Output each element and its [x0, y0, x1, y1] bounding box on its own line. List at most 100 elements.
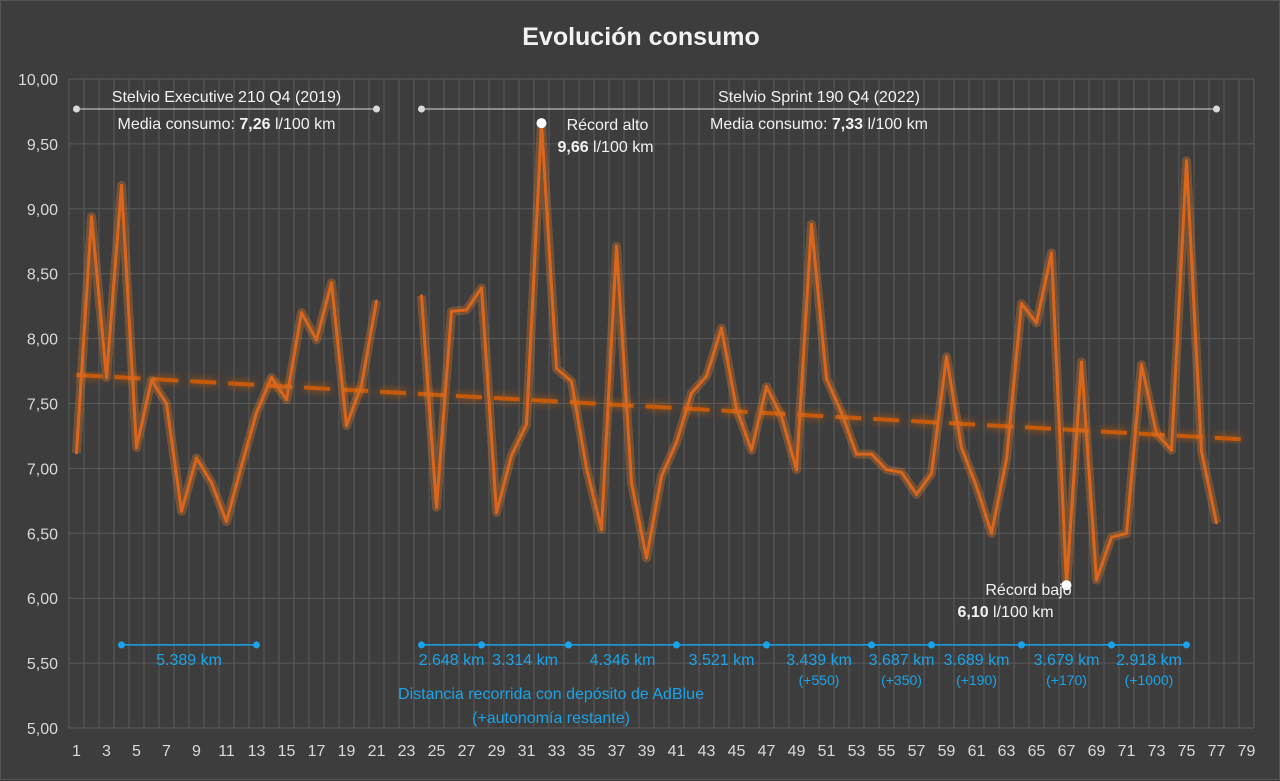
adblue-remaining: (+350) [881, 672, 922, 688]
adblue-caption-sub: (+autonomía restante) [472, 710, 630, 727]
x-tick-label: 27 [458, 743, 476, 760]
x-tick-label: 61 [968, 743, 986, 760]
adblue-marker [673, 641, 680, 649]
x-tick-label: 41 [668, 743, 686, 760]
adblue-distance: 2.918 km [1116, 652, 1182, 669]
data-point [960, 446, 963, 450]
trendline-layer [76, 372, 1253, 442]
data-point [1140, 363, 1143, 367]
x-tick-label: 33 [548, 743, 566, 760]
record-low-marker [1061, 580, 1072, 591]
data-point [360, 383, 363, 387]
average-consumption: Media consumo: 7,33 l/100 km [710, 116, 928, 133]
data-point [705, 374, 708, 378]
data-point [165, 402, 168, 405]
data-point [720, 326, 723, 330]
grid [68, 78, 1255, 729]
data-point [1020, 302, 1023, 306]
data-point [855, 452, 858, 456]
adblue-marker [928, 641, 935, 649]
adblue-distance: 4.346 km [590, 652, 656, 669]
car-label: Stelvio Executive 210 Q4 (2019) [112, 89, 341, 106]
record-high-value: 9,66 l/100 km [557, 139, 653, 156]
x-tick-label: 51 [818, 743, 836, 760]
x-tick-label: 15 [278, 743, 296, 760]
record-high-label: Récord alto [567, 117, 649, 134]
x-tick-label: 21 [368, 743, 386, 760]
x-tick-label: 49 [788, 743, 806, 760]
data-point [240, 464, 243, 468]
x-tick-label: 31 [518, 743, 536, 760]
period-end-marker [1213, 105, 1220, 113]
adblue-distance: 3.521 km [689, 652, 755, 669]
data-point [525, 422, 528, 426]
data-point [1035, 321, 1038, 325]
data-point [1125, 531, 1128, 535]
data-point [480, 286, 483, 290]
adblue-distance: 3.687 km [869, 652, 935, 669]
x-tick-label: 73 [1148, 743, 1166, 760]
y-tick-label: 7,50 [27, 397, 58, 414]
data-point [420, 294, 423, 298]
data-point [630, 481, 633, 485]
data-point [1185, 159, 1188, 163]
annotations-layer: Stelvio Executive 210 Q4 (2019) Media con… [73, 89, 1220, 621]
adblue-distance: 3.439 km [786, 652, 852, 669]
adblue-distance: 3.689 km [944, 652, 1010, 669]
adblue-remaining: (+1000) [1125, 672, 1174, 688]
adblue-marker [253, 641, 260, 649]
data-point [510, 453, 513, 457]
x-tick-label: 25 [428, 743, 446, 760]
data-point [150, 378, 153, 382]
adblue-marker [868, 641, 875, 649]
x-tick-label: 65 [1028, 743, 1046, 760]
x-tick-label: 45 [728, 743, 746, 760]
y-tick-label: 6,50 [27, 526, 58, 543]
x-tick-label: 67 [1058, 743, 1076, 760]
data-point [375, 299, 378, 303]
data-point [285, 398, 288, 402]
y-tick-label: 9,00 [27, 202, 58, 219]
data-point [225, 520, 228, 524]
data-point [780, 414, 783, 418]
data-point [330, 281, 333, 285]
y-tick-label: 5,00 [27, 721, 58, 738]
data-point [75, 451, 78, 455]
adblue-layer: 5.389 km 2.648 km 3.314 km 4.346 km 3.521 km… [118, 641, 1190, 727]
x-tick-label: 53 [848, 743, 866, 760]
data-point [600, 527, 603, 531]
adblue-remaining: (+550) [799, 672, 840, 688]
data-point [990, 531, 993, 535]
x-tick-label: 59 [938, 743, 956, 760]
x-tick-label: 11 [218, 743, 235, 760]
data-point [300, 311, 303, 315]
x-tick-label: 43 [698, 743, 716, 760]
y-tick-label: 9,50 [27, 137, 58, 154]
y-tick-label: 10,00 [18, 72, 58, 89]
average-consumption: Media consumo: 7,26 l/100 km [118, 116, 336, 133]
axis-labels: 5,00 5,50 6,00 6,50 7,00 7,50 8,00 8,50 9,00 9,50… [18, 72, 1256, 760]
adblue-remaining: (+190) [956, 672, 997, 688]
data-point [615, 244, 618, 248]
data-point [435, 505, 438, 509]
data-point [1155, 431, 1158, 435]
data-point [195, 456, 198, 460]
data-point [795, 468, 798, 472]
x-tick-label: 13 [248, 743, 266, 760]
data-point [120, 183, 123, 187]
data-point [570, 379, 573, 383]
record-low-label: Récord bajo [985, 582, 1071, 599]
data-point [765, 385, 768, 389]
adblue-distance: 5.389 km [156, 652, 222, 669]
data-point [465, 308, 468, 312]
adblue-caption: Distancia recorrida con depósito de AdBl… [398, 686, 704, 703]
adblue-distance: 3.679 km [1034, 652, 1100, 669]
x-tick-label: 1 [72, 743, 81, 760]
data-point [1215, 521, 1218, 525]
data-point [645, 556, 648, 560]
data-point [315, 338, 318, 342]
x-tick-label: 77 [1208, 743, 1226, 760]
adblue-marker [1108, 641, 1115, 649]
adblue-distance: 3.314 km [492, 652, 558, 669]
